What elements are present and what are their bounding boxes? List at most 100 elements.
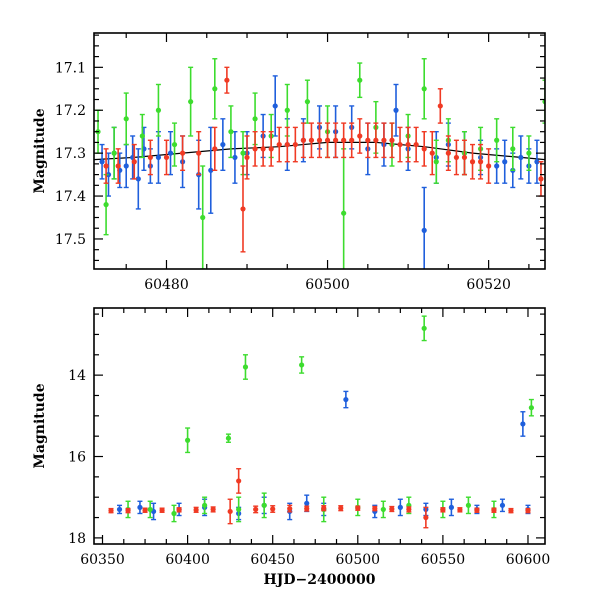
marker: [502, 159, 508, 165]
marker: [397, 141, 403, 148]
data-point: [196, 130, 202, 176]
data-point: [304, 505, 310, 512]
marker: [135, 176, 141, 182]
series-2: [108, 468, 531, 529]
marker: [131, 159, 137, 165]
data-point: [220, 118, 226, 172]
marker: [373, 137, 379, 143]
marker: [477, 159, 484, 165]
marker: [116, 506, 123, 513]
marker: [270, 506, 276, 512]
marker: [103, 163, 109, 169]
marker: [272, 103, 278, 109]
x-tick-label: 60600: [506, 552, 551, 568]
data-point: [499, 498, 506, 513]
x-tick-label: 60480: [144, 277, 189, 293]
marker: [308, 137, 315, 143]
marker: [393, 107, 399, 113]
marker: [421, 86, 427, 92]
data-point: [244, 135, 250, 180]
data-point: [260, 130, 266, 167]
marker: [167, 150, 174, 156]
data-point: [538, 161, 544, 197]
marker: [437, 103, 443, 109]
marker: [147, 506, 153, 513]
marker: [220, 141, 226, 148]
marker: [252, 146, 258, 152]
marker: [155, 154, 162, 161]
marker: [461, 154, 468, 161]
data-point: [137, 500, 143, 515]
data-point: [270, 505, 276, 513]
marker: [99, 159, 105, 165]
data-point: [526, 135, 532, 172]
marker: [185, 437, 191, 443]
data-point: [474, 507, 480, 513]
y-axis-label: Magnitude: [32, 108, 48, 193]
data-point: [99, 143, 105, 180]
marker: [123, 163, 129, 169]
data-point: [225, 433, 232, 443]
data-point: [365, 122, 371, 159]
data-point: [167, 130, 174, 176]
marker: [227, 508, 233, 515]
marker: [212, 86, 218, 92]
marker: [510, 146, 516, 152]
marker: [240, 206, 246, 212]
marker: [440, 507, 446, 513]
marker: [405, 141, 411, 148]
data-point: [433, 139, 439, 184]
data-point: [372, 505, 378, 512]
marker: [103, 202, 109, 208]
series-1: [125, 315, 534, 523]
x-tick-label: 60550: [421, 552, 466, 568]
y-tick-label: 17.4: [55, 189, 86, 205]
y-tick-label: 17.5: [55, 232, 86, 248]
data-point: [510, 126, 516, 172]
marker: [212, 146, 218, 152]
data-point: [272, 75, 278, 137]
data-point: [528, 398, 534, 417]
marker: [123, 116, 129, 122]
data-point: [115, 148, 121, 184]
data-point: [406, 506, 412, 513]
data-point: [316, 122, 323, 159]
marker: [225, 435, 232, 441]
marker: [494, 137, 500, 143]
data-point: [253, 505, 259, 514]
marker: [355, 505, 361, 511]
marker: [457, 507, 463, 513]
marker: [125, 508, 131, 514]
data-point: [292, 126, 298, 163]
data-point: [103, 148, 109, 184]
marker: [389, 137, 395, 143]
data-point: [116, 504, 123, 515]
data-point: [486, 148, 492, 184]
data-point: [212, 58, 218, 120]
data-point: [147, 139, 153, 176]
marker: [486, 163, 492, 169]
marker: [433, 159, 439, 165]
marker: [508, 508, 514, 514]
data-point: [193, 506, 199, 513]
y-tick-label: 17.2: [55, 103, 86, 119]
marker: [236, 478, 242, 484]
data-point: [276, 126, 282, 163]
data-point: [103, 173, 109, 236]
marker: [429, 150, 435, 156]
marker: [380, 506, 386, 513]
marker: [232, 154, 238, 161]
data-point: [228, 105, 234, 159]
data-point: [349, 122, 355, 159]
marker: [240, 150, 246, 156]
marker: [321, 505, 327, 511]
marker: [469, 159, 476, 165]
data-point: [477, 143, 484, 180]
data-point: [176, 507, 182, 513]
x-tick-label: 60500: [336, 552, 381, 568]
marker: [292, 141, 298, 148]
data-point: [171, 122, 178, 167]
data-point: [445, 135, 451, 172]
data-point: [494, 118, 500, 163]
data-point: [163, 139, 170, 176]
